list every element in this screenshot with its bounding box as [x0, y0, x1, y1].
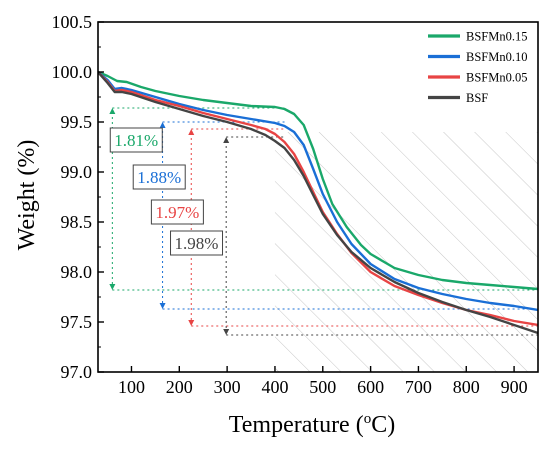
legend: BSFMn0.15 BSFMn0.10 BSFMn0.05 BSF: [428, 30, 527, 105]
x-axis: 100 200 300 400 500 600 700 800 900: [118, 366, 528, 397]
drop-arrow-head-up: [159, 122, 166, 128]
drop-arrow-head-down: [188, 320, 195, 326]
x-axis-label-main: Temperature (: [229, 412, 364, 438]
x-tick-label: 100: [118, 377, 145, 397]
drop-label: 1.97%: [155, 203, 199, 222]
x-tick-label: 700: [405, 377, 432, 397]
x-axis-label-superscript: o: [364, 411, 372, 427]
y-tick-label: 97.5: [61, 312, 93, 332]
drop-label-box: [132, 164, 186, 190]
legend-entry: BSF: [466, 91, 488, 105]
drop-label-box: [150, 199, 204, 225]
drop-label: 1.98%: [175, 234, 219, 253]
series-line-BSFMn0.10: [98, 71, 538, 312]
drop-label: 1.88%: [137, 168, 181, 187]
drop-arrow-head-down: [109, 284, 116, 290]
x-tick-label: 600: [357, 377, 384, 397]
drop-arrow-head-down: [159, 303, 166, 309]
series-line-BSFMn0.15: [98, 70, 538, 291]
drop-labels: 1.81% 1.88% 1.97% 1.98%: [109, 127, 224, 256]
drop-label: 1.81%: [114, 131, 158, 150]
y-tick-label: 100.5: [52, 12, 93, 32]
x-tick-label: 500: [309, 377, 336, 397]
drop-arrow-head-up: [109, 108, 116, 114]
y-axis: 97.0 97.5 98.0 98.5 99.0 99.5 100.0 100.5: [52, 12, 104, 382]
y-tick-label: 99.0: [61, 162, 93, 182]
x-axis-label: Temperature (oC): [229, 411, 395, 438]
drop-label-box: [170, 230, 224, 256]
legend-entry: BSFMn0.05: [466, 71, 527, 85]
drop-arrow-head-down: [223, 329, 230, 335]
drop-label-box: [109, 127, 163, 153]
series-lines: [98, 70, 538, 335]
y-axis-label: Weight (%): [14, 140, 40, 251]
y-tick-label: 99.5: [61, 112, 93, 132]
legend-entry: BSFMn0.15: [466, 30, 527, 44]
y-tick-label: 97.0: [61, 362, 93, 382]
x-tick-label: 800: [453, 377, 480, 397]
y-tick-label: 100.0: [52, 62, 93, 82]
y-tick-label: 98.5: [61, 212, 93, 232]
x-tick-label: 900: [501, 377, 528, 397]
x-tick-label: 200: [166, 377, 193, 397]
drop-arrow-head-up: [223, 137, 230, 143]
y-tick-label: 98.0: [61, 262, 93, 282]
x-tick-label: 300: [214, 377, 241, 397]
shaded-region: [274, 132, 538, 372]
series-line-BSF: [98, 71, 538, 335]
series-line-BSFMn0.05: [98, 71, 538, 327]
drop-arrow-head-up: [188, 129, 195, 135]
x-axis-label-end: C): [371, 412, 395, 438]
x-tick-label: 400: [261, 377, 288, 397]
legend-entry: BSFMn0.10: [466, 50, 527, 64]
